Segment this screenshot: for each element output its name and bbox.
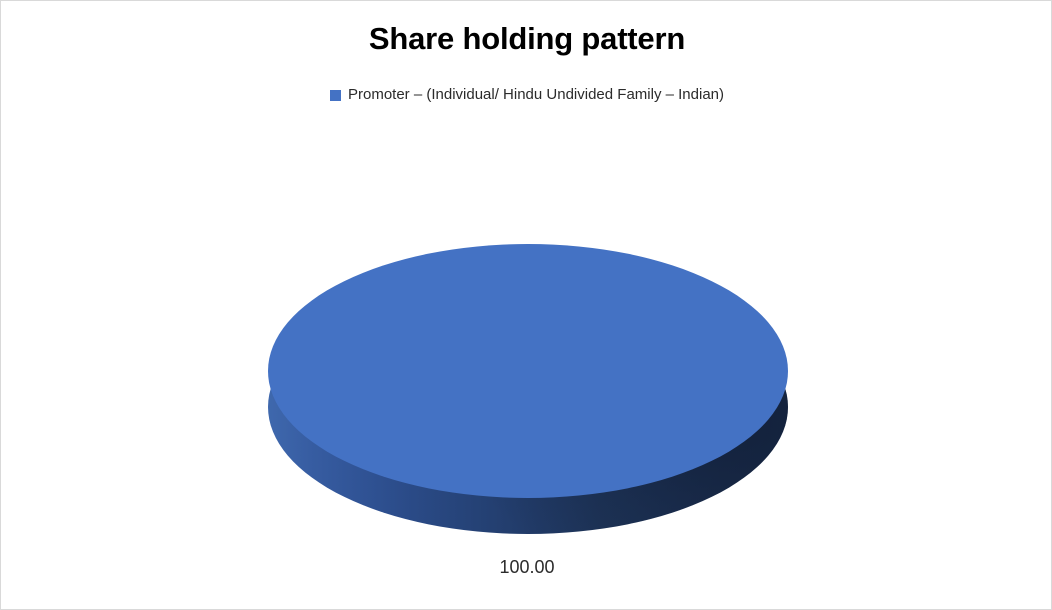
pie-chart-3d — [268, 244, 788, 534]
legend-item-label: Promoter – (Individual/ Hindu Undivided … — [347, 86, 724, 103]
pie-slice-promoter-top[interactable] — [268, 244, 788, 498]
legend-item-promoter[interactable]: Promoter – (Individual/ Hindu Undivided … — [329, 86, 724, 104]
chart-legend: Promoter – (Individual/ Hindu Undivided … — [1, 86, 1051, 104]
chart-title: Share holding pattern — [368, 21, 686, 56]
pie-data-label: 100.00 — [499, 557, 555, 577]
legend-color-swatch-icon — [329, 89, 341, 101]
